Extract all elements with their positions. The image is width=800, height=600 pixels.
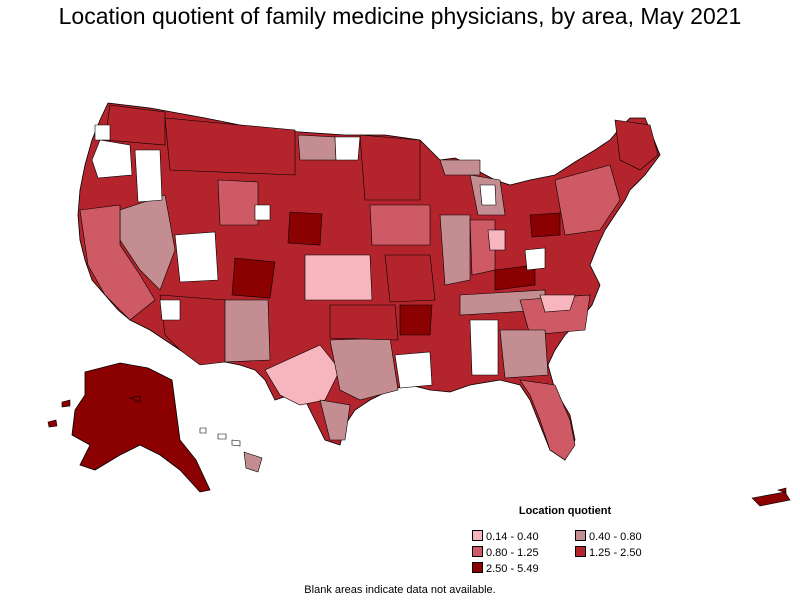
legend-swatch (472, 562, 483, 573)
footnote: Blank areas indicate data not available. (304, 584, 496, 596)
region-illinois (439, 214, 471, 286)
legend-swatch (575, 530, 586, 541)
legend-swatch (472, 546, 483, 557)
region-oklahoma (329, 304, 399, 341)
legend-swatch (472, 530, 483, 541)
legend-label: 0.14 - 0.40 (486, 531, 539, 543)
region-alabama-blank (469, 319, 499, 376)
region-nc-light (539, 294, 576, 313)
region-west-virginia-blank (524, 247, 546, 271)
region-minnesota (359, 134, 421, 201)
alaska-islands (47, 395, 141, 428)
region-north-dakota-light (297, 134, 337, 161)
puerto-rico (751, 487, 791, 507)
region-pennsylvania-dark (529, 212, 561, 238)
alaska (71, 362, 211, 493)
region-florida (519, 379, 576, 461)
region-missouri (384, 254, 436, 303)
region-wa-blank (94, 124, 111, 141)
region-arizona-blank (159, 299, 181, 321)
region-kentucky-dark (494, 264, 536, 291)
region-gulf-blank (394, 351, 433, 389)
region-wyoming-blank (254, 204, 271, 221)
legend-title: Location quotient (518, 505, 612, 517)
region-ohio-light (487, 229, 506, 251)
legend-label: 0.40 - 0.80 (589, 531, 642, 543)
region-arkansas-dark (399, 304, 433, 336)
region-west-texas (264, 344, 341, 406)
region-nebraska-dark (287, 211, 323, 246)
region-oregon-blank (91, 139, 133, 179)
region-north-dakota-blank (334, 136, 361, 161)
region-maine (614, 119, 659, 171)
legend-label: 2.50 - 5.49 (486, 563, 539, 575)
region-michigan-upper (439, 159, 481, 176)
legend-label: 1.25 - 2.50 (589, 547, 642, 559)
region-wyoming (217, 179, 259, 226)
legend-item-0: 0.14 - 0.40 (472, 530, 539, 543)
legend-item-4: 2.50 - 5.49 (472, 562, 539, 575)
region-iowa (369, 204, 431, 246)
legend-item-2: 0.80 - 1.25 (472, 546, 539, 559)
legend-item-1: 0.40 - 0.80 (575, 530, 642, 543)
region-south-texas (319, 399, 351, 441)
region-california-coast (79, 204, 156, 321)
region-utah-blank (174, 231, 219, 283)
legend-item-3: 1.25 - 2.50 (575, 546, 642, 559)
legend-swatch (575, 546, 586, 557)
region-washington (104, 104, 166, 146)
region-kansas (304, 254, 373, 301)
legend-label: 0.80 - 1.25 (486, 547, 539, 559)
map-title: Location quotient of family medicine phy… (58, 3, 742, 29)
region-georgia (499, 329, 549, 379)
hawaii (199, 427, 263, 473)
region-shading (79, 104, 659, 461)
region-idaho-blank (134, 149, 163, 203)
region-new-mexico (221, 299, 271, 363)
region-northeast (554, 164, 621, 236)
region-michigan-blank (479, 184, 497, 206)
region-colorado-dark (231, 257, 276, 299)
region-montana (164, 117, 296, 176)
